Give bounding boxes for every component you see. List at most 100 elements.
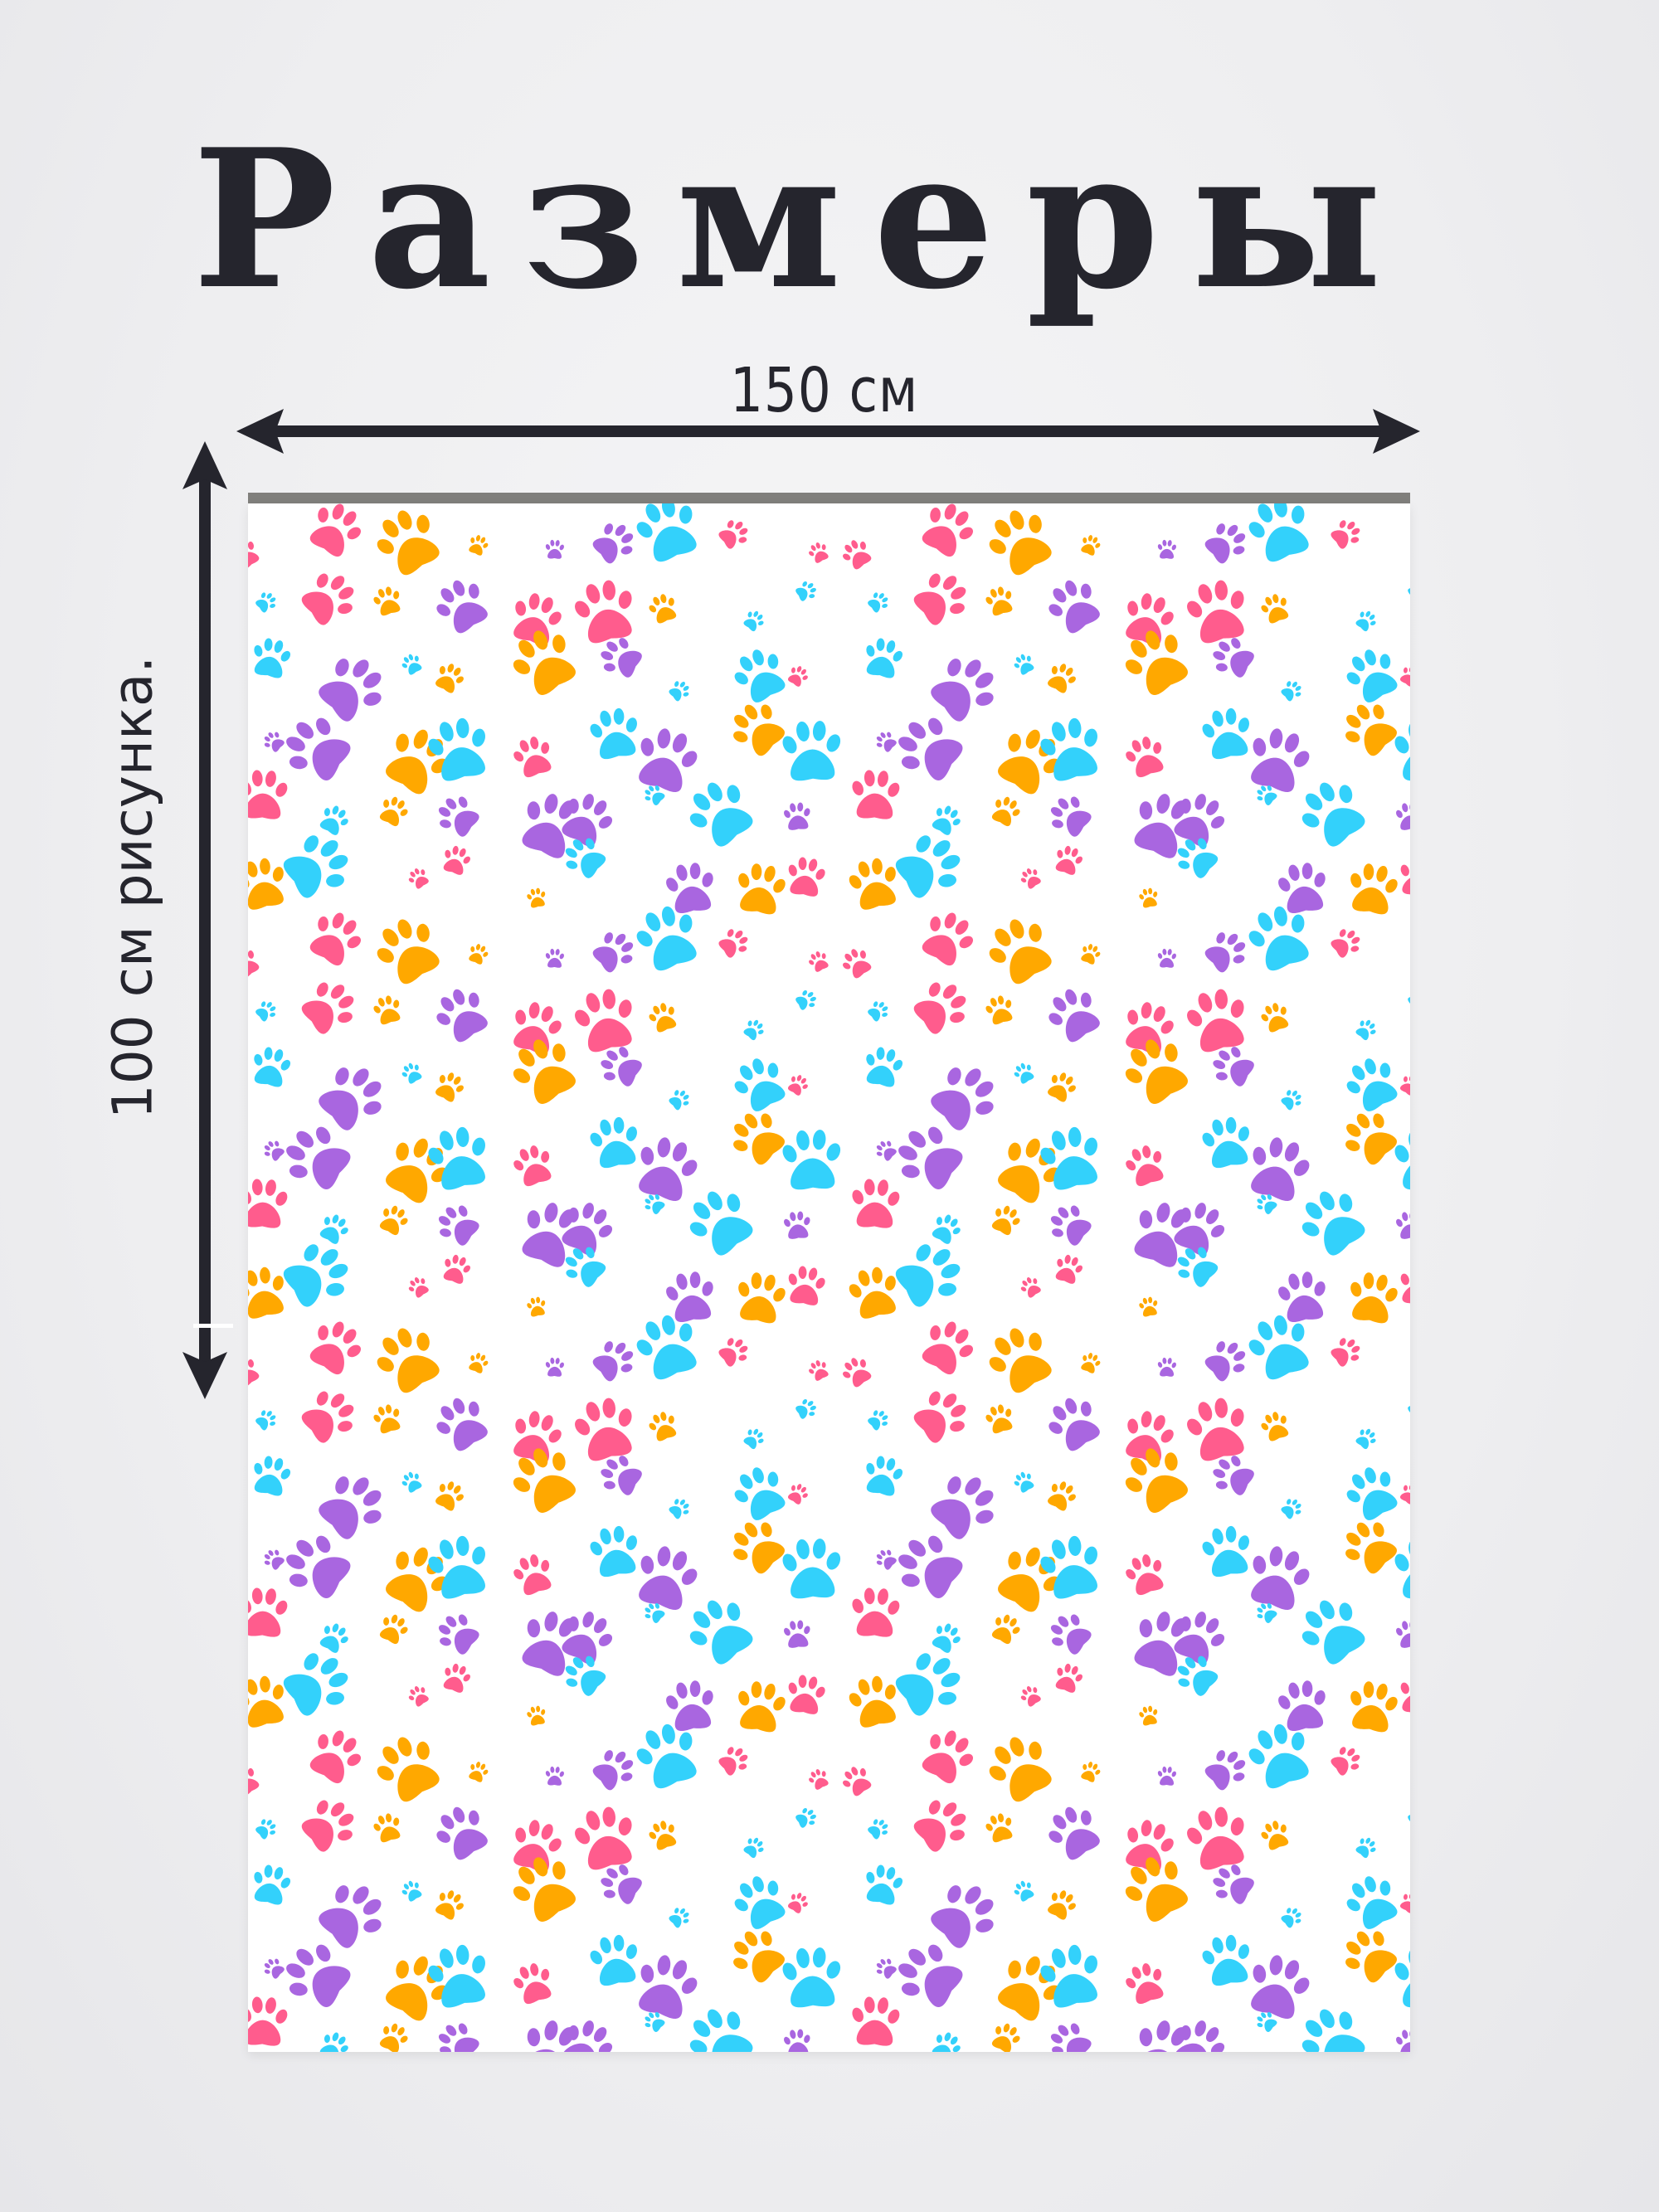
paw-print-icon — [431, 659, 469, 697]
paw-print-icon — [398, 1877, 426, 1904]
paw-print-icon — [586, 1332, 643, 1388]
paw-print-icon — [294, 562, 366, 634]
paw-print-icon — [1288, 1996, 1375, 2052]
paw-print-icon — [1343, 1269, 1403, 1325]
paw-print-icon — [1136, 1704, 1160, 1727]
paw-print-icon — [1352, 1833, 1380, 1861]
width-arrow-icon — [236, 409, 1420, 454]
paw-print-icon — [301, 1312, 371, 1381]
paw-print-icon — [421, 712, 496, 785]
paw-print-icon — [314, 1209, 354, 1247]
paw-print-icon — [628, 722, 706, 797]
paw-print-icon — [567, 1392, 643, 1465]
paw-print-icon — [1197, 704, 1257, 761]
paw-print-icon — [404, 864, 432, 892]
paw-print-icon — [740, 1424, 768, 1452]
paw-print-icon — [431, 1885, 469, 1923]
paw-print-icon — [661, 1268, 720, 1325]
paw-print-icon — [1120, 1140, 1170, 1189]
paw-print-icon — [1405, 577, 1410, 605]
paw-print-icon — [1337, 1049, 1407, 1117]
paw-print-icon — [248, 768, 290, 820]
paw-print-icon — [1050, 1251, 1087, 1286]
paw-print-icon — [1078, 941, 1104, 967]
paw-print-icon — [438, 1660, 474, 1695]
paw-print-icon — [981, 1401, 1018, 1436]
paw-print-icon — [906, 971, 978, 1043]
paw-print-icon — [1039, 1796, 1109, 1867]
paw-print-icon — [805, 1357, 832, 1383]
paw-print-icon — [544, 1357, 566, 1377]
paw-print-icon — [1396, 1480, 1410, 1507]
paw-print-icon — [1343, 860, 1403, 916]
paw-print-icon — [665, 1903, 694, 1932]
paw-print-icon — [301, 903, 371, 972]
paw-print-icon — [1010, 650, 1038, 678]
paw-print-icon — [314, 1618, 354, 1656]
paw-print-icon — [544, 948, 566, 968]
paw-print-icon — [793, 986, 820, 1014]
paw-print-icon — [714, 922, 754, 963]
paw-print-icon — [1156, 1766, 1178, 1786]
paw-print-icon — [927, 800, 966, 839]
paw-print-icon — [740, 1833, 768, 1861]
paw-print-icon — [1197, 1931, 1257, 1988]
paw-pattern — [248, 503, 1410, 2052]
paw-print-icon — [986, 792, 1025, 829]
paw-print-icon — [1043, 1067, 1082, 1106]
paw-print-icon — [1078, 532, 1104, 558]
paw-print-icon — [1343, 1678, 1403, 1734]
paw-print-icon — [1136, 1295, 1160, 1318]
paw-print-icon — [725, 1049, 795, 1117]
paw-print-icon — [784, 1071, 812, 1098]
paw-print-icon — [431, 1067, 469, 1106]
paw-print-icon — [859, 1861, 907, 1908]
paw-print-icon — [1395, 1263, 1410, 1307]
paw-print-icon — [836, 534, 877, 573]
paw-print-icon — [430, 788, 485, 843]
paw-print-icon — [1333, 1101, 1405, 1173]
paw-print-icon — [1288, 1178, 1375, 1264]
paw-print-icon — [1239, 503, 1320, 567]
paw-print-icon — [1326, 513, 1366, 554]
paw-print-icon — [793, 1395, 820, 1422]
paw-print-icon — [248, 1177, 290, 1229]
paw-print-icon — [301, 503, 371, 563]
paw-print-icon — [398, 650, 426, 678]
paw-print-icon — [404, 1273, 432, 1300]
paw-print-icon — [731, 1678, 791, 1734]
paw-print-icon — [374, 2019, 413, 2052]
paw-print-icon — [398, 1468, 426, 1495]
paw-print-icon — [252, 588, 280, 616]
paw-print-icon — [294, 1789, 366, 1860]
paw-print-icon — [1034, 1121, 1108, 1194]
paw-print-icon — [981, 583, 1018, 618]
paw-print-icon — [913, 1721, 983, 1790]
paw-print-icon — [260, 1545, 288, 1573]
paw-print-icon — [1394, 1618, 1410, 1649]
paw-print-icon — [805, 539, 832, 566]
paw-print-icon — [1197, 1522, 1257, 1579]
paw-print-icon — [927, 2027, 966, 2052]
paw-print-icon — [913, 1312, 983, 1381]
paw-print-icon — [421, 1939, 496, 2011]
paw-print-icon — [365, 1316, 450, 1401]
paw-print-icon — [1394, 2027, 1410, 2052]
paw-print-icon — [248, 1761, 265, 1800]
paw-print-icon — [1352, 606, 1380, 634]
paw-print-icon — [430, 1606, 485, 1661]
paw-print-icon — [1277, 1903, 1306, 1932]
paw-print-icon — [986, 2019, 1025, 2052]
paw-print-icon — [508, 1140, 558, 1189]
paw-print-icon — [888, 1232, 973, 1318]
paw-print-icon — [906, 1789, 978, 1860]
paw-print-icon — [1273, 1268, 1332, 1325]
paw-print-icon — [1257, 1816, 1294, 1853]
paw-print-icon — [252, 1406, 280, 1434]
paw-print-icon — [1333, 692, 1405, 764]
paw-print-icon — [252, 997, 280, 1025]
paw-print-icon — [725, 640, 795, 708]
paw-print-icon — [275, 823, 361, 909]
paw-print-icon — [369, 583, 406, 618]
paw-print-icon — [665, 1494, 694, 1523]
